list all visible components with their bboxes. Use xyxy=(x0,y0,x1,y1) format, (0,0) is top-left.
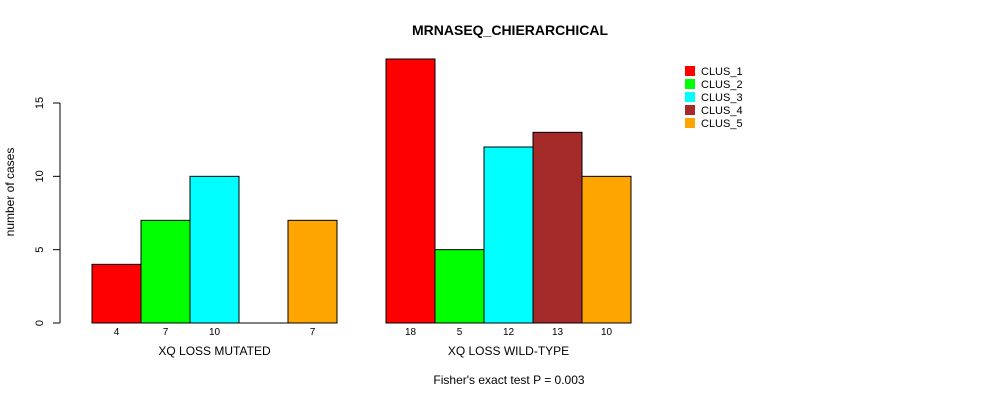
bar-count-label: 7 xyxy=(163,327,169,338)
bars xyxy=(91,58,632,324)
bar-clus-1-mutated xyxy=(91,263,142,324)
bar-count-label: 4 xyxy=(114,327,120,338)
legend-swatch-clus-3 xyxy=(685,92,695,102)
y-tick-label: 0 xyxy=(34,320,46,326)
bar-clus-4-wild-type xyxy=(532,131,583,324)
legend-label: CLUS_3 xyxy=(701,92,743,104)
bar-count-label: 7 xyxy=(310,327,316,338)
bar-clus-2-mutated xyxy=(140,219,191,324)
bar-count-label: 5 xyxy=(457,327,463,338)
bar-clus-2-wild-type xyxy=(434,249,485,324)
bar-clus-3-mutated xyxy=(189,175,240,324)
y-tick-label: 5 xyxy=(34,247,46,253)
chart-title: MRNASEQ_CHIERARCHICAL xyxy=(412,22,608,38)
legend-label: CLUS_5 xyxy=(701,118,743,130)
y-axis: 0 5 10 15 xyxy=(34,97,61,326)
y-tick-label: 10 xyxy=(34,170,46,182)
count-labels: 4 7 10 7 18 5 12 13 10 xyxy=(114,327,613,338)
legend-swatch-clus-1 xyxy=(685,66,695,76)
bar-count-label: 12 xyxy=(503,327,515,338)
bar-clus-3-wild-type xyxy=(483,146,534,324)
bar-clus-1-wild-type xyxy=(385,58,436,324)
bar-count-label: 18 xyxy=(405,327,417,338)
group-label: XQ LOSS WILD-TYPE xyxy=(448,344,569,358)
legend-swatch-clus-4 xyxy=(685,105,695,115)
group-labels: XQ LOSS MUTATED XQ LOSS WILD-TYPE xyxy=(158,344,569,358)
bar-count-label: 10 xyxy=(209,327,221,338)
bar-clus-5-mutated xyxy=(287,219,338,324)
legend-label: CLUS_2 xyxy=(701,79,743,91)
fisher-test-footnote: Fisher's exact test P = 0.003 xyxy=(433,373,584,387)
legend-label: CLUS_1 xyxy=(701,66,743,78)
legend-swatch-clus-2 xyxy=(685,79,695,89)
y-axis-label: number of cases xyxy=(3,148,17,237)
legend-swatch-clus-5 xyxy=(685,118,695,128)
bar-clus-5-wild-type xyxy=(581,175,632,324)
legend-label: CLUS_4 xyxy=(701,105,743,117)
group-label: XQ LOSS MUTATED xyxy=(158,344,271,358)
bar-count-label: 13 xyxy=(552,327,564,338)
bar-count-label: 10 xyxy=(601,327,613,338)
y-tick-label: 15 xyxy=(34,97,46,109)
